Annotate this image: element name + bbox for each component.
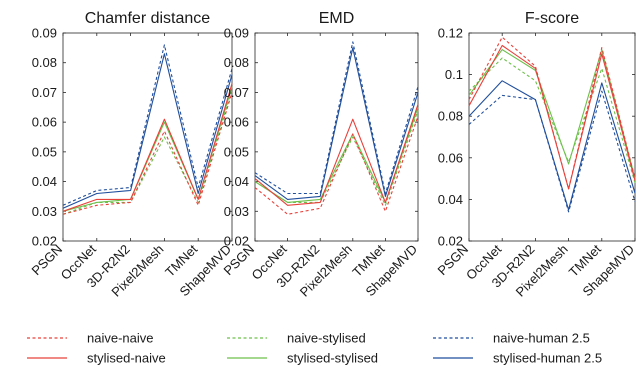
legend-item: naive-stylised [227,331,366,346]
y-tick-label: 0.1 [445,67,463,82]
y-tick-label: 0.02 [224,234,249,249]
series-line-stylised-naive [62,83,233,212]
legend: naive-naive naive-stylised naive-human 2.5… [27,331,602,366]
y-tick-label: 0.02 [438,234,463,249]
series-line-naive-human-2-5 [62,44,233,206]
series-line-stylised-stylised [468,49,636,179]
axes-box [254,32,419,242]
legend-item: stylised-human 2.5 [433,351,602,366]
y-tick-label: 0.04 [32,174,57,189]
y-tick-label: 0.05 [224,144,249,159]
series-line-naive-human-2-5 [254,41,419,195]
axes-box [468,32,636,242]
y-tick-label: 0.02 [32,234,57,249]
y-tick-label: 0.06 [224,115,249,130]
y-tick-label: 0.09 [224,26,249,41]
series-line-stylised-stylised [62,86,233,212]
y-tick-label: 0.09 [32,26,57,41]
legend-item: stylised-stylised [227,351,378,366]
series-line-naive-naive [254,116,419,215]
y-tick-label: 0.04 [224,174,249,189]
y-tick-label: 0.04 [438,192,463,207]
chart-title: EMD [319,10,355,27]
legend-item: naive-naive [27,331,154,346]
y-tick-label: 0.03 [32,204,57,219]
legend-label: naive-human 2.5 [493,331,590,346]
series-line-stylised-human-2-5 [468,80,636,211]
series-line-stylised-human-2-5 [254,47,419,200]
axes-box [62,32,233,242]
y-tick-label: 0.05 [32,144,57,159]
chart-title: Chamfer distance [85,10,210,27]
y-tick-label: 0.08 [438,109,463,124]
chart-panel-1: Chamfer distance 0.02 0.03 0.04 0.05 0.06 0.07… [28,10,234,300]
legend-item: stylised-naive [27,351,166,366]
y-tick-label: 0.08 [32,55,57,70]
series-line-naive-stylised [254,110,419,206]
y-tick-label: 0.08 [224,55,249,70]
legend-label: naive-naive [87,331,154,346]
y-tick-label: 0.12 [438,26,463,41]
y-tick-label: 0.06 [32,115,57,130]
y-tick-label: 0.06 [438,150,463,165]
series-line-stylised-naive [254,104,419,206]
legend-label: naive-stylised [287,331,366,346]
chart-title: F-score [525,10,579,27]
series-line-naive-stylised [62,89,233,215]
series-line-stylised-naive [468,44,636,190]
series-line-stylised-human-2-5 [62,53,233,209]
chart-panel-2: EMD0.020.030.040.050.060.070.080.09PSGNO… [220,10,420,300]
legend-label: stylised-human 2.5 [493,351,602,366]
legend-item: naive-human 2.5 [433,331,590,346]
legend-label: stylised-stylised [287,351,378,366]
series-line-naive-stylised [468,57,636,183]
legend-label: stylised-naive [87,351,166,366]
y-tick-label: 0.03 [224,204,249,219]
series-line-naive-naive [62,92,233,215]
y-tick-label: 0.07 [32,85,57,100]
chart-panel-3: F-score0.020.040.060.080.10.12PSGNOccNet… [434,10,637,300]
y-tick-label: 0.07 [224,85,249,100]
